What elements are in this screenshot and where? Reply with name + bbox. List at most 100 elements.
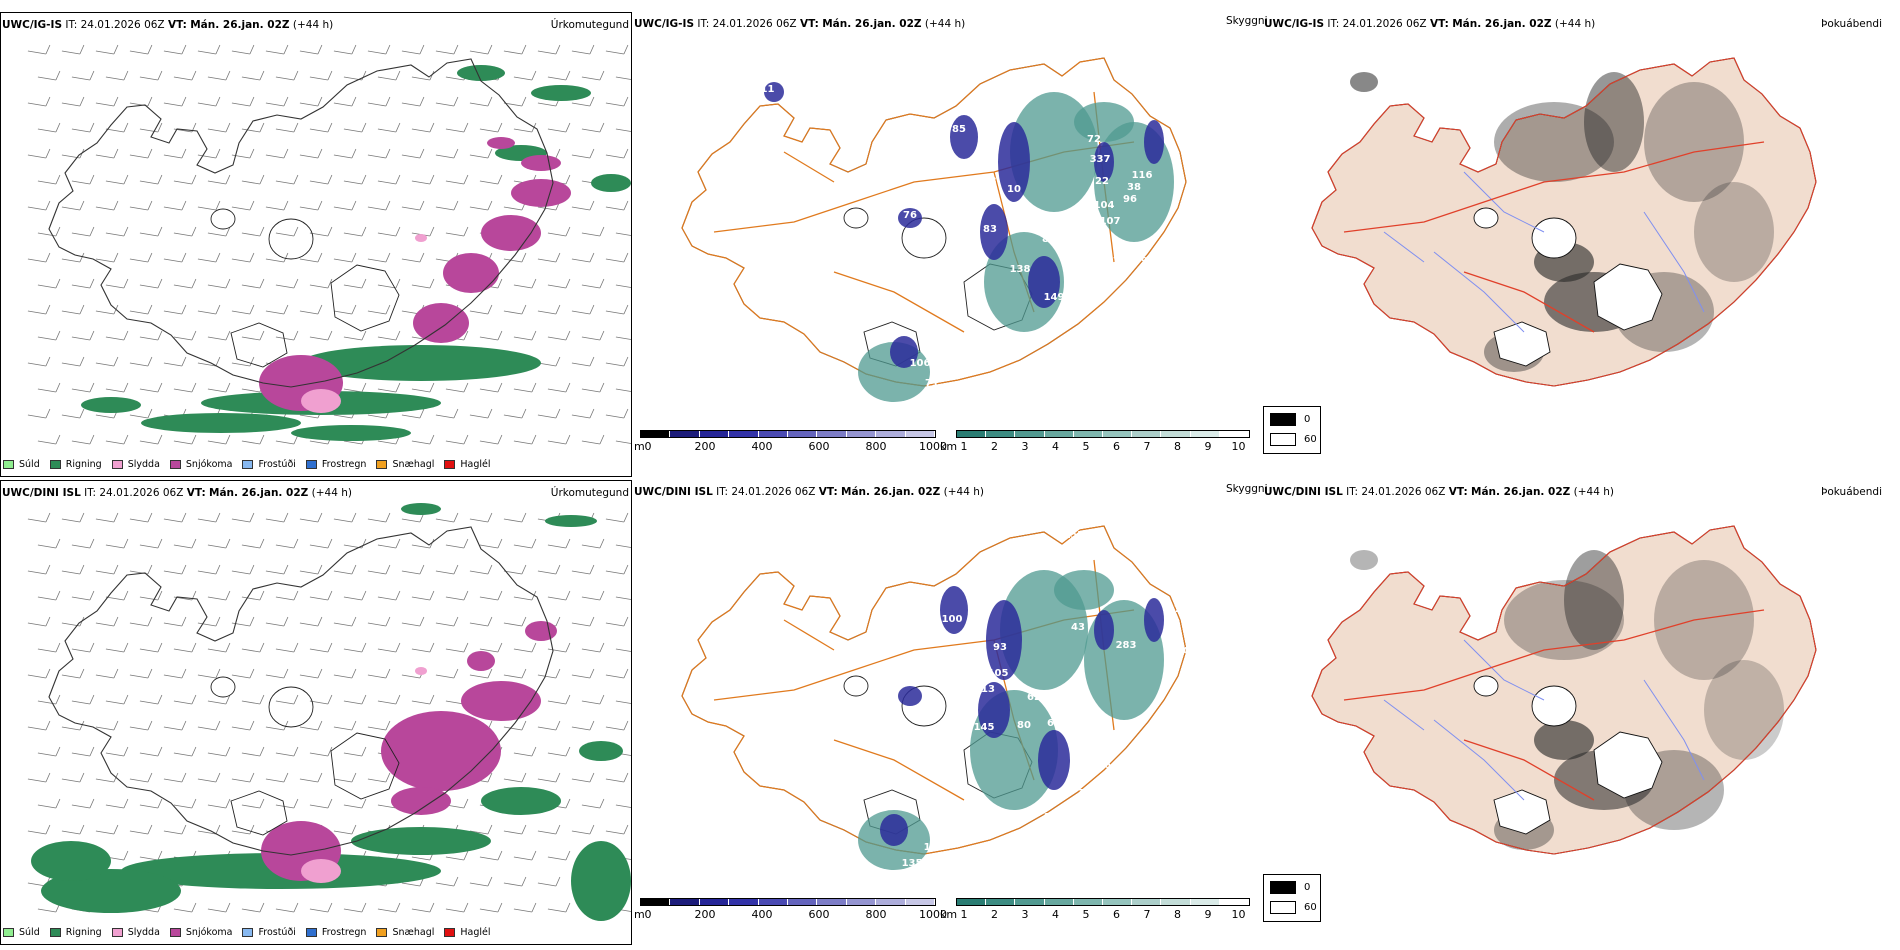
it-value: 24.01.2026 06Z: [1361, 486, 1446, 498]
rivers: [1383, 639, 1705, 801]
fog-legend-swatch: [1270, 413, 1296, 426]
legend-item: Súld: [3, 459, 40, 470]
colorbar-height-m: m 0 200 400 600 800 1000: [634, 428, 947, 454]
it-value: 24.01.2026 06Z: [1342, 18, 1427, 30]
legend-label: Snjókoma: [185, 458, 233, 470]
colorbar-bin: [788, 431, 818, 437]
vt-label: VT:: [818, 486, 838, 498]
fog-legend: 0 60: [1263, 406, 1321, 454]
cloud-base-label: 106: [910, 358, 931, 369]
cloud-base-label: 289: [1072, 74, 1093, 85]
colorbar-tick: 7: [1143, 440, 1151, 453]
colorbar-bin: [1132, 899, 1162, 905]
colorbar-distance-km: km 1 2 3 4 5 6 7 8 9 10: [940, 428, 1252, 454]
colorbar-bin: [846, 431, 877, 437]
cloud-base-label: 80: [1017, 720, 1031, 731]
precip-area-sleet: [301, 859, 341, 883]
legend-label: Rigning: [65, 926, 102, 938]
panel-title-cloud: Skyggni: [1226, 15, 1268, 27]
colorbar-bin: [699, 431, 730, 437]
legend-item: Súld: [3, 927, 40, 938]
model-name: UWC/DINI ISL: [2, 487, 81, 499]
precip-area-snow: [413, 303, 469, 343]
vt-value: Mán. 26.jan. 02Z: [209, 487, 309, 499]
legend-swatch: [3, 459, 14, 469]
low-cloud-base-area: [898, 208, 922, 228]
colorbar-tick: 10: [1231, 908, 1246, 921]
precip-area-rain: [401, 503, 441, 515]
cloud-base-label: 104: [1094, 200, 1115, 211]
legend-label: Haglél: [460, 926, 491, 938]
it-label: IT:: [1346, 486, 1359, 498]
fog-index-area: [1350, 72, 1378, 92]
glacier-outline: [1531, 217, 1577, 259]
fog-legend-item: 0: [1270, 881, 1310, 894]
fog-index-area: [1584, 72, 1644, 172]
legend-item: Haglél: [444, 458, 491, 470]
cloud-base-label: 172: [924, 394, 945, 405]
panel-title-precip: Úrkomutegund: [550, 19, 629, 31]
colorbar-unit: km: [940, 908, 958, 921]
it-value: 24.01.2026 06Z: [80, 19, 165, 31]
legend-label: Snæhagl: [392, 926, 435, 938]
road-network: [1343, 609, 1765, 801]
colorbar-bin: [1044, 899, 1074, 905]
colorbar-tick: 1: [960, 440, 968, 453]
vt-label: VT:: [186, 487, 206, 499]
legend-label: Súld: [19, 926, 40, 938]
model-name: UWC/IG-IS: [2, 19, 63, 31]
fog-legend-item: 60: [1270, 433, 1317, 446]
colorbar-bin: [729, 899, 759, 905]
low-cloud-base-area: [950, 115, 978, 159]
fog-legend-label: 60: [1304, 902, 1317, 913]
colorbar-unit: m: [634, 908, 645, 921]
cloud-base-label: 75: [1077, 788, 1091, 799]
cloud-base-panel: UWC/IG-IS IT: 24.01.2026 06Z VT: Mán. 26…: [634, 12, 1324, 477]
legend-item: Haglél: [444, 926, 491, 938]
legend-item: Snæhagl: [376, 927, 434, 938]
colorbar-strip: [956, 430, 1250, 438]
colorbar-tick: 8: [1174, 440, 1181, 453]
colorbar-bin: [1073, 431, 1104, 437]
low-cloud-base-area: [998, 122, 1030, 202]
fog-legend-swatch: [1270, 901, 1296, 914]
legend-swatch: [376, 459, 388, 469]
low-cloud-base-area: [764, 82, 784, 102]
fog-legend-label: 0: [1304, 414, 1311, 425]
legend-swatch: [305, 459, 317, 469]
precip-area-rain: [571, 841, 631, 921]
glacier-outline: [230, 322, 288, 368]
colorbar-tick: 6: [1113, 908, 1120, 921]
cloud-base-label: 149: [1044, 292, 1065, 303]
legend-swatch: [49, 927, 61, 937]
precip-map: [27, 44, 631, 445]
low-visibility-area: [1054, 570, 1114, 610]
precip-area-sleet: [301, 389, 341, 413]
lead-time: (+44 h): [1573, 486, 1614, 498]
cloud-base-label: 65: [1077, 292, 1091, 303]
cloud-base-label: 62: [1027, 692, 1041, 703]
colorbar-bin: [1219, 431, 1250, 437]
legend-swatch: [169, 927, 181, 937]
legend-label: Haglél: [460, 458, 491, 470]
cloud-base-label: 95: [1141, 256, 1155, 267]
low-cloud-base-area: [890, 336, 918, 368]
legend-swatch: [111, 459, 123, 469]
panel-header: UWC/IG-IS IT: 24.01.2026 06Z VT: Mán. 26…: [634, 18, 965, 34]
cloud-base-label: 111: [754, 84, 775, 95]
fog-index-area: [1654, 560, 1754, 680]
cloud-base-label: 10: [1007, 184, 1021, 195]
colorbar-bin: [846, 899, 877, 905]
precip-area-rain: [351, 827, 491, 855]
legend-item: Frostregn: [305, 459, 366, 470]
vt-label: VT:: [167, 19, 187, 31]
glacier-outline: [330, 264, 400, 332]
fog-index-panel: UWC/IG-IS IT: 24.01.2026 06Z VT: Mán. 26…: [1264, 12, 1900, 477]
model-name: UWC/IG-IS: [1264, 18, 1325, 30]
legend-label: Slydda: [127, 458, 160, 470]
model-name: UWC/DINI ISL: [634, 486, 713, 498]
panel-title-fog: Þokuábendi: [1821, 18, 1882, 30]
precip-area-snow: [443, 253, 499, 293]
low-cloud-base-area: [978, 682, 1010, 738]
legend-item: Frostúði: [242, 459, 296, 470]
